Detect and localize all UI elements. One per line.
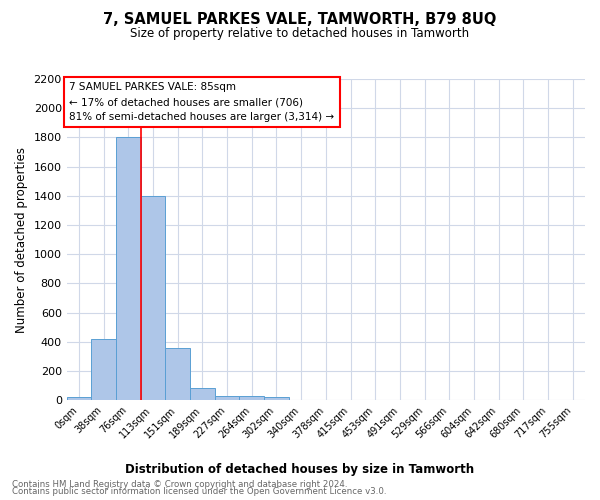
Bar (190, 388, 215, 400)
Text: Contains public sector information licensed under the Open Government Licence v3: Contains public sector information licen… (12, 488, 386, 496)
Bar (166, 348, 190, 400)
Bar (91, 339, 116, 400)
Bar (264, 397, 289, 400)
Text: Size of property relative to detached houses in Tamworth: Size of property relative to detached ho… (130, 28, 470, 40)
Text: 7 SAMUEL PARKES VALE: 85sqm
← 17% of detached houses are smaller (706)
81% of se: 7 SAMUEL PARKES VALE: 85sqm ← 17% of det… (69, 82, 334, 122)
Bar (116, 138, 141, 400)
Bar (239, 396, 264, 400)
Bar (141, 196, 166, 400)
Text: Contains HM Land Registry data © Crown copyright and database right 2024.: Contains HM Land Registry data © Crown c… (12, 480, 347, 489)
Bar (215, 396, 239, 400)
Y-axis label: Number of detached properties: Number of detached properties (15, 146, 28, 332)
Bar (67, 397, 91, 400)
Text: Distribution of detached houses by size in Tamworth: Distribution of detached houses by size … (125, 462, 475, 475)
Text: 7, SAMUEL PARKES VALE, TAMWORTH, B79 8UQ: 7, SAMUEL PARKES VALE, TAMWORTH, B79 8UQ (103, 12, 497, 28)
